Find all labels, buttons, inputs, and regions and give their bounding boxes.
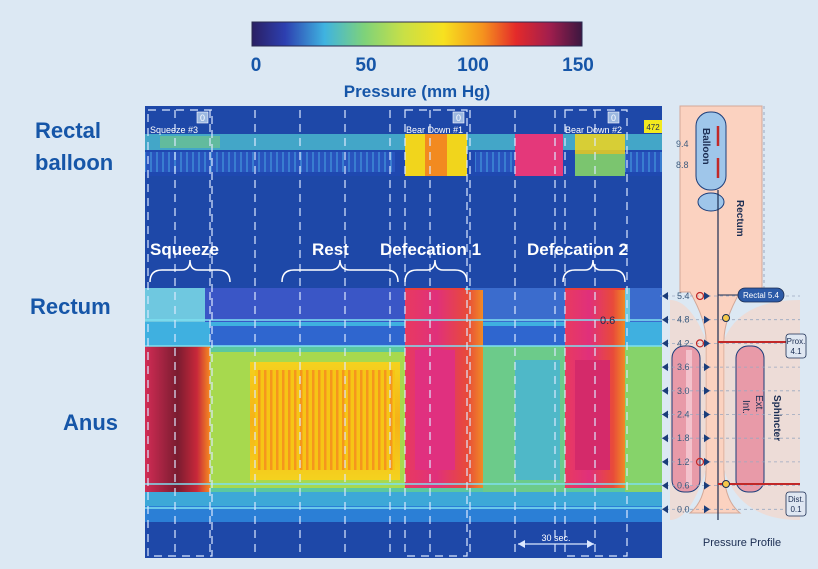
sensor-inactive-icon bbox=[695, 291, 705, 301]
sensor-tick: 2.4 bbox=[677, 410, 690, 420]
dist-tag bbox=[785, 491, 807, 517]
colorbar-tick-150: 150 bbox=[562, 55, 594, 76]
marker-bear-down-1: Bear Down #1 bbox=[406, 125, 463, 135]
sensor-tick: 1.2 bbox=[677, 457, 690, 467]
sensor-tick: 5.4 bbox=[677, 291, 690, 301]
marker-badge-text-3: 0 bbox=[611, 113, 616, 123]
pressure-profile-diagram: Balloon Rectum 9.4 8.8 Sphincter Ext. In… bbox=[660, 105, 807, 549]
sensor-left-arrow-icon bbox=[662, 457, 668, 466]
segment-squeeze: Squeeze bbox=[150, 240, 219, 259]
sensor-right-arrow-icon bbox=[704, 363, 710, 372]
sensor-tick: 0.6 bbox=[677, 481, 690, 491]
segment-defecation-1: Defecation 1 bbox=[380, 240, 481, 259]
colorbar-tick-50: 50 bbox=[355, 55, 376, 76]
label-rectal-balloon-2: balloon bbox=[35, 150, 113, 175]
profile-caption: Pressure Profile bbox=[703, 537, 781, 549]
int-label: Int. bbox=[740, 400, 751, 414]
marker-badge-2 bbox=[452, 111, 465, 124]
balloon-label: Balloon bbox=[700, 128, 711, 165]
time-scale-label: 30 sec. bbox=[541, 533, 570, 543]
sensor-tick: 0.0 bbox=[677, 504, 690, 514]
sensor-left-arrow-icon bbox=[662, 292, 668, 300]
label-anus: Anus bbox=[63, 410, 118, 435]
sensor-right-arrow-icon bbox=[704, 434, 710, 443]
ext-label: Ext. bbox=[753, 395, 764, 412]
marker-bear-down-2: Bear Down #2 bbox=[565, 125, 622, 135]
label-rectal-balloon-1: Rectal bbox=[35, 118, 101, 143]
sensor-left-arrow-icon bbox=[662, 315, 668, 324]
rectal-tag bbox=[737, 287, 785, 303]
marker-badge-text-1: 0 bbox=[200, 113, 205, 123]
label-rectum: Rectum bbox=[30, 294, 111, 319]
sensor-right-arrow-icon bbox=[704, 339, 710, 348]
sensor-right-arrow-icon bbox=[704, 410, 710, 419]
colorbar-tick-100: 100 bbox=[457, 55, 489, 76]
sensor-left-arrow-icon bbox=[662, 505, 668, 514]
corner-badge-text: 472 bbox=[646, 123, 660, 132]
sensor-right-arrow-icon bbox=[704, 457, 710, 466]
segment-defecation-2: Defecation 2 bbox=[527, 240, 628, 259]
sensor-right-arrow-icon bbox=[704, 315, 710, 324]
colorbar bbox=[251, 21, 583, 47]
prox-tag-line1: Prox. bbox=[787, 337, 806, 346]
segment-rest: Rest bbox=[312, 240, 349, 259]
mid-value-label: 0.6 bbox=[600, 315, 615, 327]
prox-tag-line2: 4.1 bbox=[790, 347, 802, 356]
balloon-tick-2: 8.8 bbox=[676, 160, 689, 170]
sensor-right-arrow-icon bbox=[704, 505, 710, 514]
balloon-tick-1: 9.4 bbox=[676, 139, 689, 149]
corner-badge bbox=[644, 120, 662, 133]
dist-tag-line1: Dist. bbox=[788, 495, 804, 504]
sphincter-label: Sphincter bbox=[771, 395, 782, 441]
sensor-tick: 3.0 bbox=[677, 386, 690, 396]
sensor-tick: 4.2 bbox=[677, 338, 690, 348]
sensor-left-arrow-icon bbox=[662, 481, 668, 490]
marker-badge-3 bbox=[607, 111, 620, 124]
sensor-right-arrow-icon bbox=[704, 292, 710, 300]
sensor-left-arrow-icon bbox=[662, 386, 668, 395]
dist-tag-line2: 0.1 bbox=[790, 505, 802, 514]
sensor-tick: 3.6 bbox=[677, 362, 690, 372]
rectal-tag-text: Rectal 5.4 bbox=[743, 291, 780, 300]
marker-badge-1 bbox=[196, 111, 209, 124]
sensor-inactive-icon bbox=[695, 457, 705, 466]
sensor-left-arrow-icon bbox=[662, 339, 668, 348]
sensor-right-arrow-icon bbox=[704, 481, 710, 490]
colorbar-tick-0: 0 bbox=[251, 55, 262, 76]
marker-squeeze-3: Squeeze #3 bbox=[150, 125, 198, 135]
prox-tag bbox=[785, 333, 807, 359]
sensor-left-arrow-icon bbox=[662, 410, 668, 419]
pressure-topography-panel: 0 0 0 Squeeze #3 Bear Down #1 Bear Down … bbox=[145, 106, 662, 558]
marker-badge-text-2: 0 bbox=[456, 113, 461, 123]
sensor-tick: 1.8 bbox=[677, 433, 690, 443]
sensor-right-arrow-icon bbox=[704, 386, 710, 395]
sensor-tick: 4.8 bbox=[677, 315, 690, 325]
sensor-left-arrow-icon bbox=[662, 434, 668, 443]
sensor-inactive-icon bbox=[695, 339, 705, 348]
colorbar-title: Pressure (mm Hg) bbox=[344, 82, 490, 101]
sensor-left-arrow-icon bbox=[662, 363, 668, 372]
rectum-profile-label: Rectum bbox=[734, 200, 745, 237]
